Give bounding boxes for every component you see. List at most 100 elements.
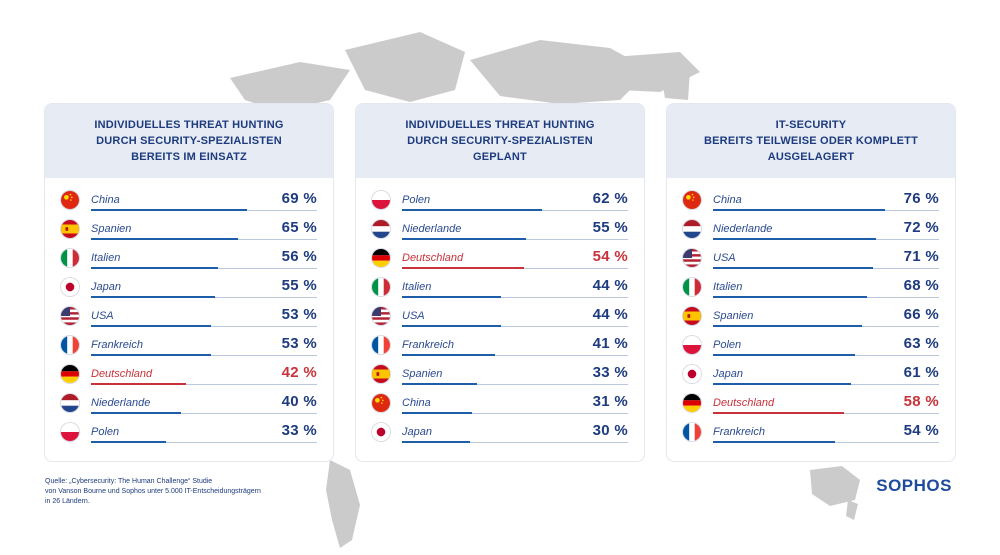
bar [402,325,502,327]
value-label: 71 % [903,248,939,265]
bar [91,267,218,269]
germany-flag-icon [61,365,79,383]
usa-flag-icon [683,249,701,267]
bar [713,267,874,269]
bar-row: Niederlande 40 % [45,389,333,418]
spain-flag-icon [61,220,79,238]
category-label: Deutschland [91,368,153,380]
category-label: Japan [713,368,743,380]
category-label: Niederlande [91,397,151,409]
bar [402,383,477,385]
value-label: 58 % [903,393,939,410]
category-label: Italien [402,281,432,293]
value-label: 53 % [281,335,317,352]
source-note: Quelle: „Cybersecurity: The Human Challe… [45,478,261,505]
poland-flag-icon [61,423,79,441]
value-label: 30 % [592,422,628,439]
bar-row: Polen 62 % [356,186,644,215]
bar-row: Frankreich 54 % [667,418,955,447]
bar-track [713,325,939,327]
bar-row: Italien 68 % [667,273,955,302]
bar-row: Deutschland 42 % [45,360,333,389]
value-label: 55 % [281,277,317,294]
bar-row: Spanien 65 % [45,215,333,244]
category-label: Frankreich [713,426,765,438]
bar [713,209,885,211]
bar-row: Italien 56 % [45,244,333,273]
china-flag-icon [683,191,701,209]
bar-row: USA 44 % [356,302,644,331]
bar-row: China 76 % [667,186,955,215]
category-label: USA [713,252,736,264]
bar-row: Niederlande 55 % [356,215,644,244]
bar [713,325,863,327]
bar-row: Japan 55 % [45,273,333,302]
category-label: Spanien [713,310,754,322]
bar [402,267,525,269]
panel-threat-hunting-active: INDIVIDUELLES THREAT HUNTING DURCH SECUR… [45,104,333,461]
bar-row: Frankreich 41 % [356,331,644,360]
category-label: China [402,397,431,409]
bar-track [402,354,628,356]
usa-flag-icon [372,307,390,325]
category-label: Polen [713,339,742,351]
value-label: 61 % [903,364,939,381]
bar [402,441,470,443]
bar-row: Deutschland 54 % [356,244,644,273]
bar [402,209,543,211]
bar-track [402,325,628,327]
value-label: 62 % [592,190,628,207]
category-label: Italien [91,252,121,264]
bar [91,441,166,443]
bar-row: Frankreich 53 % [45,331,333,360]
value-label: 56 % [281,248,317,265]
bar-track [402,267,628,269]
value-label: 42 % [281,364,317,381]
netherlands-flag-icon [683,220,701,238]
bar [91,354,211,356]
value-label: 63 % [903,335,939,352]
category-label: Polen [402,194,431,206]
bar-row: Spanien 33 % [356,360,644,389]
category-label: Niederlande [402,223,462,235]
bar [713,441,836,443]
value-label: 68 % [903,277,939,294]
italy-flag-icon [61,249,79,267]
germany-flag-icon [372,249,390,267]
category-label: Frankreich [91,339,143,351]
panel-title: INDIVIDUELLES THREAT HUNTING DURCH SECUR… [94,119,284,163]
netherlands-flag-icon [61,394,79,412]
bar [402,296,502,298]
bar-track [713,296,939,298]
france-flag-icon [61,336,79,354]
value-label: 76 % [903,190,939,207]
bar-track [91,209,317,211]
value-label: 55 % [592,219,628,236]
bar [91,383,186,385]
panel-header: IT-SECURITY BEREITS TEILWEISE ODER KOMPL… [667,104,955,178]
panel-title: INDIVIDUELLES THREAT HUNTING DURCH SECUR… [405,119,595,163]
bar-row: Spanien 66 % [667,302,955,331]
bar-row: USA 71 % [667,244,955,273]
italy-flag-icon [372,278,390,296]
value-label: 65 % [281,219,317,236]
bar-track [91,267,317,269]
bar-row: Italien 44 % [356,273,644,302]
bar [713,354,856,356]
bar-track [91,412,317,414]
category-label: Frankreich [402,339,454,351]
value-label: 33 % [281,422,317,439]
bar-row: Deutschland 58 % [667,389,955,418]
bar-row: China 69 % [45,186,333,215]
spain-flag-icon [372,365,390,383]
bar-track [91,238,317,240]
category-label: Polen [91,426,120,438]
bar [402,412,473,414]
japan-flag-icon [683,365,701,383]
value-label: 40 % [281,393,317,410]
spain-flag-icon [683,307,701,325]
bar-track [91,296,317,298]
panel-title: IT-SECURITY BEREITS TEILWEISE ODER KOMPL… [704,119,918,163]
value-label: 54 % [592,248,628,265]
